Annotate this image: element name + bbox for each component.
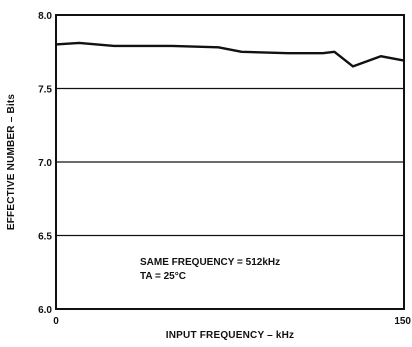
y-tick-labels: 6.0 6.5 7.0 7.5 8.0 <box>38 11 52 316</box>
x-tick-labels: 0 150 <box>53 316 411 327</box>
y-tick-label: 6.0 <box>38 305 52 316</box>
series-line-0 <box>55 41 405 68</box>
plot-frame <box>55 14 405 310</box>
annotation-sample-frequency: SAME FREQUENCY = 512kHz <box>140 257 280 268</box>
x-tick-label: 0 <box>53 316 59 327</box>
y-tick-label: 6.5 <box>38 232 52 243</box>
y-axis-title: EFFECTIVE NUMBER – Bits <box>6 94 17 231</box>
x-axis-title: INPUT FREQUENCY – kHz <box>166 330 294 341</box>
annotation-temperature: TA = 25°C <box>140 271 186 282</box>
series-layer <box>55 41 405 68</box>
y-tick-label: 7.5 <box>38 85 52 96</box>
x-tick-label: 150 <box>394 316 411 327</box>
gridlines <box>56 87 404 237</box>
y-tick-label: 8.0 <box>38 11 52 22</box>
y-tick-label: 7.0 <box>38 158 52 169</box>
